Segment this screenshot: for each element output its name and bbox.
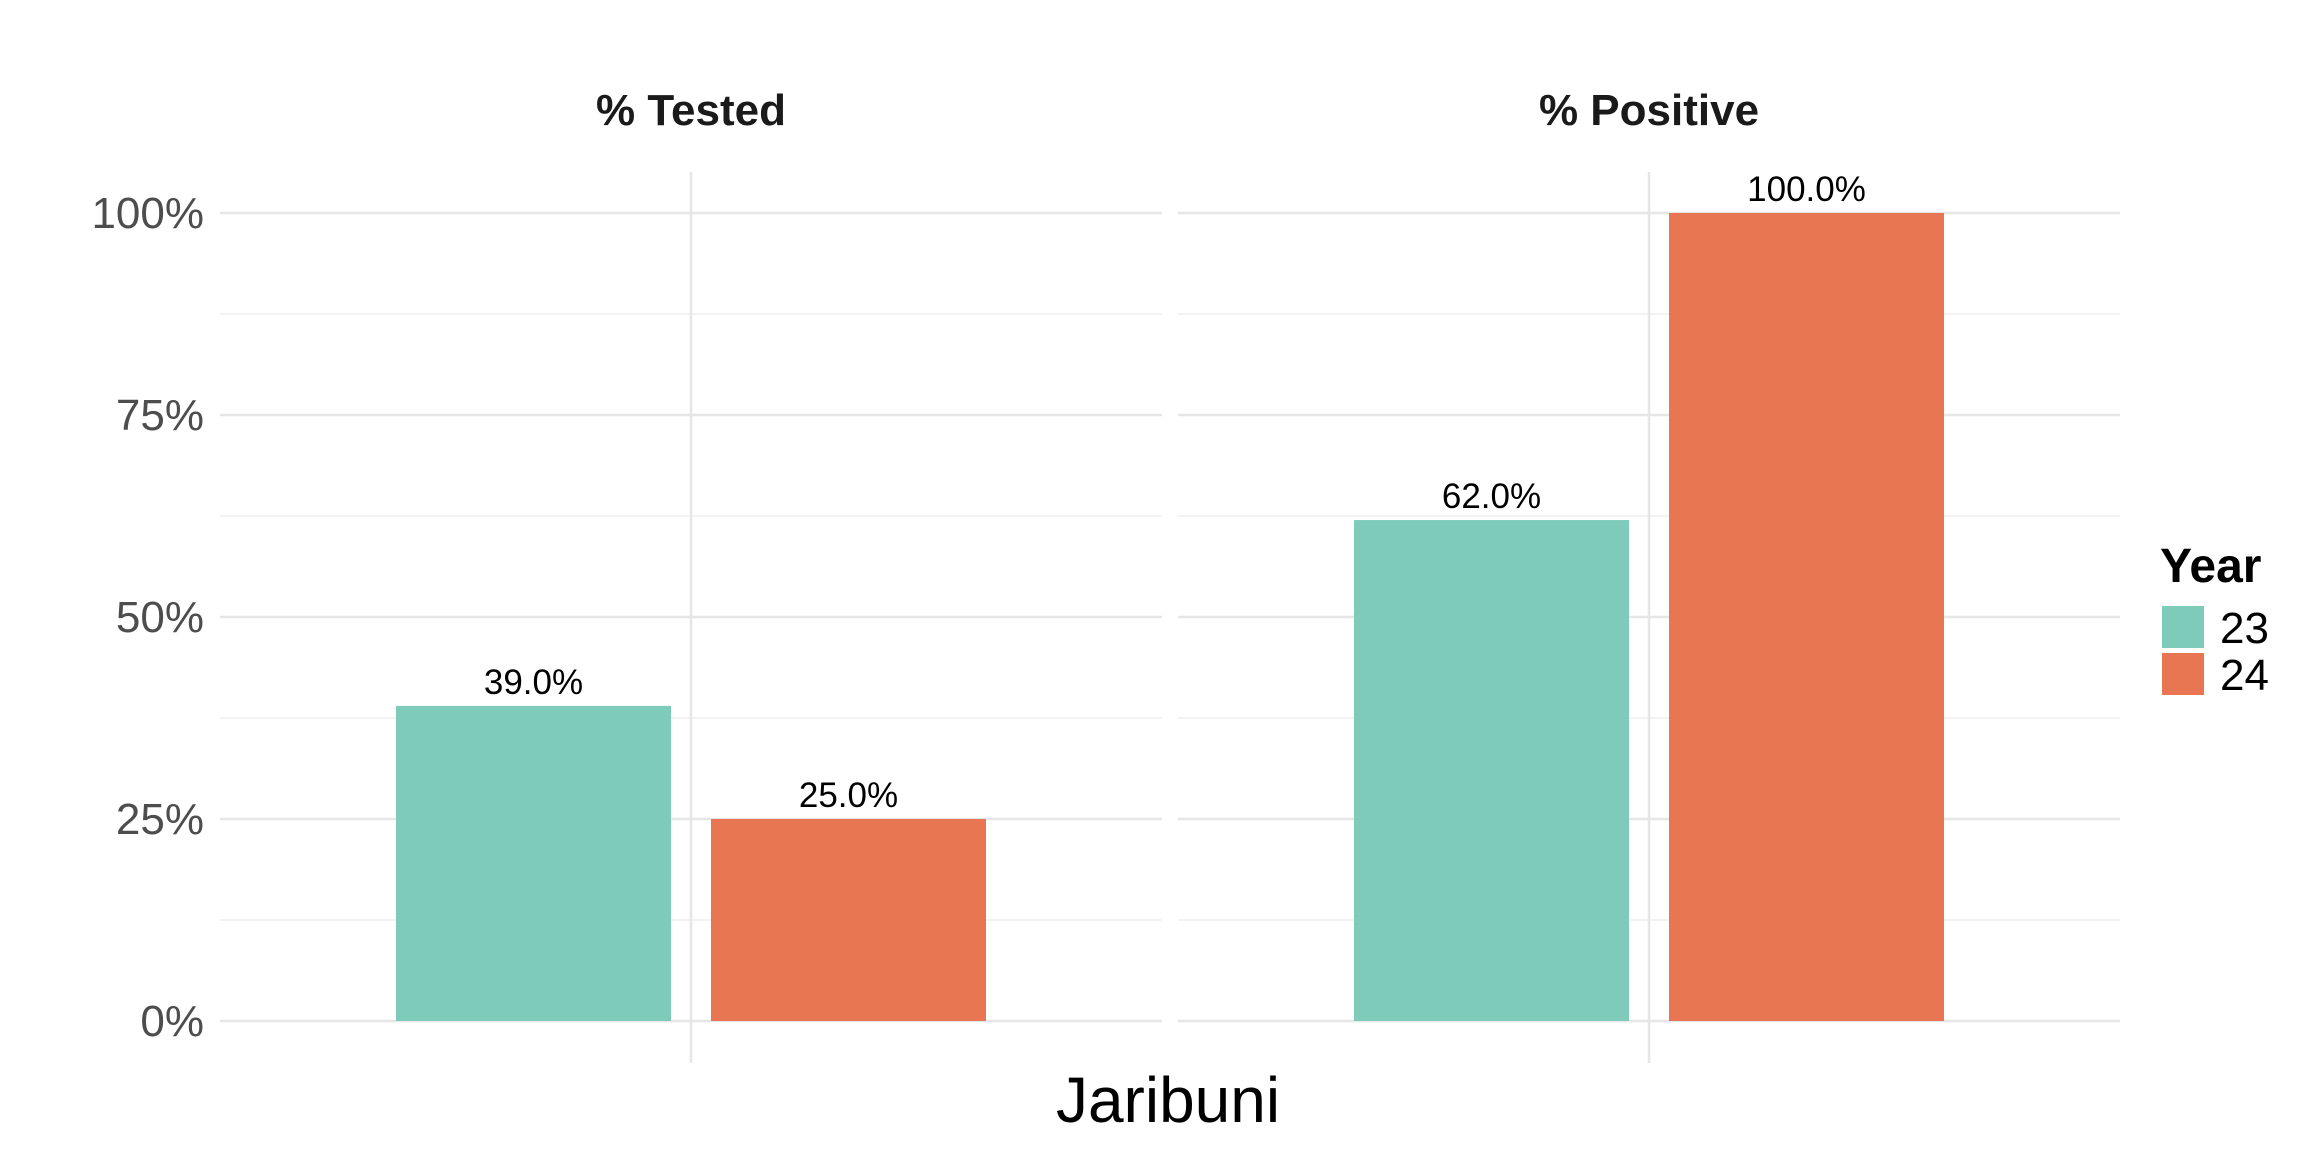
legend-key-23 — [2162, 606, 2204, 648]
y-tick-label-75: 75% — [116, 391, 204, 440]
facet-title-tested: % Tested — [596, 86, 786, 135]
data-label-positive-year-24: 100.0% — [1747, 170, 1866, 209]
facet-panel-tested: % Tested 39.0% 25.0% — [220, 86, 1162, 1063]
legend-label-23: 23 — [2220, 604, 2269, 653]
facet-panel-positive: % Positive 62.0% 100.0% — [1178, 86, 2120, 1063]
bar-tested-year-24 — [711, 819, 986, 1021]
legend-title: Year — [2160, 540, 2261, 593]
bar-positive-year-23 — [1354, 520, 1629, 1021]
bar-positive-year-24 — [1669, 213, 1944, 1021]
y-tick-label-50: 50% — [116, 593, 204, 642]
data-label-positive-year-23: 62.0% — [1442, 477, 1541, 516]
y-tick-label-25: 25% — [116, 795, 204, 844]
bar-tested-year-23 — [396, 705, 671, 1021]
legend-key-24 — [2162, 653, 2204, 695]
y-tick-label-0: 0% — [140, 997, 204, 1046]
y-tick-label-100: 100% — [91, 189, 204, 238]
data-label-tested-year-23: 39.0% — [484, 663, 583, 702]
facet-panels: % Tested 39.0% 25.0% % Positive 62.0% 100.0% — [220, 86, 2120, 1063]
facet-title-positive: % Positive — [1539, 86, 1759, 135]
x-axis-title: Jaribuni — [1056, 1064, 1280, 1136]
legend-label-24: 24 — [2220, 651, 2269, 700]
data-label-tested-year-24: 25.0% — [799, 776, 898, 815]
y-axis: 0% 25% 50% 75% 100% — [91, 189, 204, 1046]
